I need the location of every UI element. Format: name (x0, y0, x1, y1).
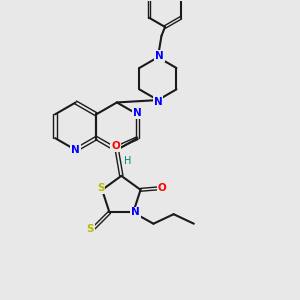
Text: O: O (111, 141, 120, 152)
Text: S: S (87, 224, 94, 234)
Text: N: N (154, 97, 162, 106)
Text: H: H (124, 156, 132, 166)
Text: N: N (133, 108, 142, 118)
Text: O: O (158, 183, 166, 193)
Text: S: S (97, 183, 104, 193)
Text: N: N (71, 145, 80, 155)
Text: N: N (155, 51, 164, 61)
Text: N: N (131, 207, 140, 218)
